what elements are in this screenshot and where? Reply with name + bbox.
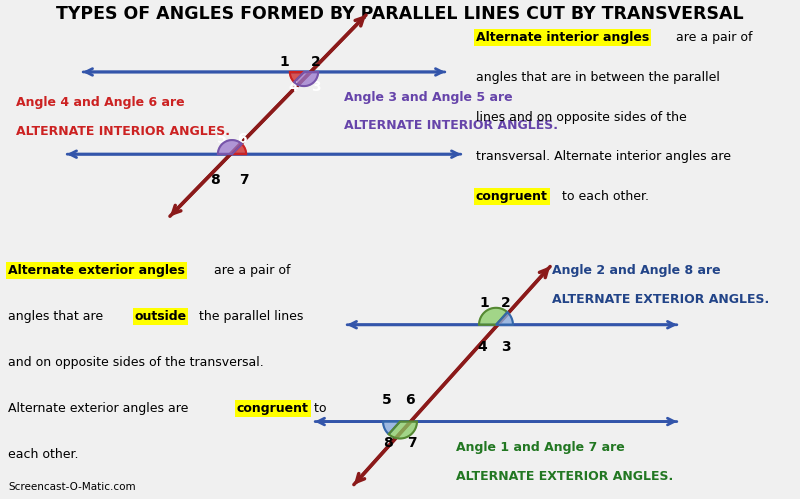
Text: 4: 4 (289, 80, 298, 94)
Text: 8: 8 (383, 436, 393, 450)
Text: ALTERNATE INTERIOR ANGLES.: ALTERNATE INTERIOR ANGLES. (344, 119, 558, 132)
Text: Alternate exterior angles: Alternate exterior angles (8, 264, 185, 277)
Text: 8: 8 (210, 173, 220, 187)
Polygon shape (479, 308, 507, 325)
Polygon shape (290, 72, 304, 82)
Text: ALTERNATE EXTERIOR ANGLES.: ALTERNATE EXTERIOR ANGLES. (456, 470, 674, 483)
Text: 3: 3 (501, 339, 510, 353)
Text: 1: 1 (479, 296, 489, 310)
Text: Angle 2 and Angle 8 are: Angle 2 and Angle 8 are (552, 264, 721, 277)
Text: 1: 1 (279, 55, 289, 69)
Text: Screencast-O-Matic.com: Screencast-O-Matic.com (8, 482, 136, 492)
Text: Alternate interior angles: Alternate interior angles (476, 31, 650, 44)
Polygon shape (232, 144, 246, 154)
Polygon shape (218, 140, 242, 154)
Text: are a pair of: are a pair of (672, 31, 753, 44)
Text: ALTERNATE INTERIOR ANGLES.: ALTERNATE INTERIOR ANGLES. (16, 125, 230, 138)
Text: 5: 5 (382, 393, 391, 407)
Text: 6: 6 (405, 393, 414, 407)
Text: 2: 2 (311, 55, 321, 69)
Text: each other.: each other. (8, 448, 78, 461)
Text: and on opposite sides of the transversal.: and on opposite sides of the transversal… (8, 356, 264, 369)
Text: 6: 6 (238, 132, 247, 146)
Text: angles that are: angles that are (8, 310, 107, 323)
Text: Angle 4 and Angle 6 are: Angle 4 and Angle 6 are (16, 96, 185, 109)
Polygon shape (389, 422, 417, 439)
Text: congruent: congruent (237, 402, 309, 415)
Text: Alternate exterior angles are: Alternate exterior angles are (8, 402, 192, 415)
Polygon shape (383, 422, 400, 434)
Polygon shape (496, 312, 513, 325)
Text: 4: 4 (478, 339, 487, 353)
Text: 3: 3 (310, 80, 320, 94)
Text: transversal. Alternate interior angles are: transversal. Alternate interior angles a… (476, 150, 731, 163)
Text: lines and on opposite sides of the: lines and on opposite sides of the (476, 110, 686, 124)
Text: Angle 3 and Angle 5 are: Angle 3 and Angle 5 are (344, 91, 513, 104)
Text: the parallel lines: the parallel lines (195, 310, 303, 323)
Text: ALTERNATE EXTERIOR ANGLES.: ALTERNATE EXTERIOR ANGLES. (552, 293, 770, 306)
Text: to: to (310, 402, 327, 415)
Text: TYPES OF ANGLES FORMED BY PARALLEL LINES CUT BY TRANSVERSAL: TYPES OF ANGLES FORMED BY PARALLEL LINES… (56, 5, 744, 23)
Text: are a pair of: are a pair of (210, 264, 290, 277)
Text: outside: outside (134, 310, 186, 323)
Text: 2: 2 (501, 296, 510, 310)
Text: congruent: congruent (476, 190, 548, 203)
Text: to each other.: to each other. (558, 190, 650, 203)
Text: 7: 7 (407, 436, 417, 450)
Text: 7: 7 (239, 173, 249, 187)
Text: angles that are in between the parallel: angles that are in between the parallel (476, 71, 720, 84)
Text: 5: 5 (217, 132, 226, 146)
Text: Angle 1 and Angle 7 are: Angle 1 and Angle 7 are (456, 441, 625, 454)
Polygon shape (294, 72, 318, 86)
